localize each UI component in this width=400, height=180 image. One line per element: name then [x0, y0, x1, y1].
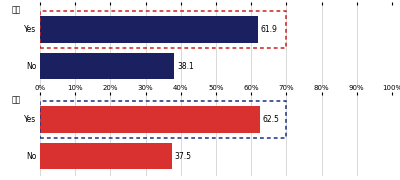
- Text: 62.5: 62.5: [263, 115, 280, 124]
- Text: 38.1: 38.1: [177, 62, 194, 71]
- Text: Yes: Yes: [24, 25, 36, 34]
- Bar: [40, 143, 172, 169]
- Text: 61.9: 61.9: [261, 25, 278, 34]
- Text: 母親: 母親: [11, 95, 21, 104]
- Bar: [40, 101, 286, 138]
- Text: 37.5: 37.5: [175, 152, 192, 161]
- Bar: [40, 53, 174, 79]
- Text: 父親: 父親: [11, 5, 21, 14]
- Bar: [40, 16, 258, 43]
- Bar: [40, 106, 260, 133]
- Text: Yes: Yes: [24, 115, 36, 124]
- Text: No: No: [26, 62, 36, 71]
- Text: No: No: [26, 152, 36, 161]
- Bar: [40, 11, 286, 48]
